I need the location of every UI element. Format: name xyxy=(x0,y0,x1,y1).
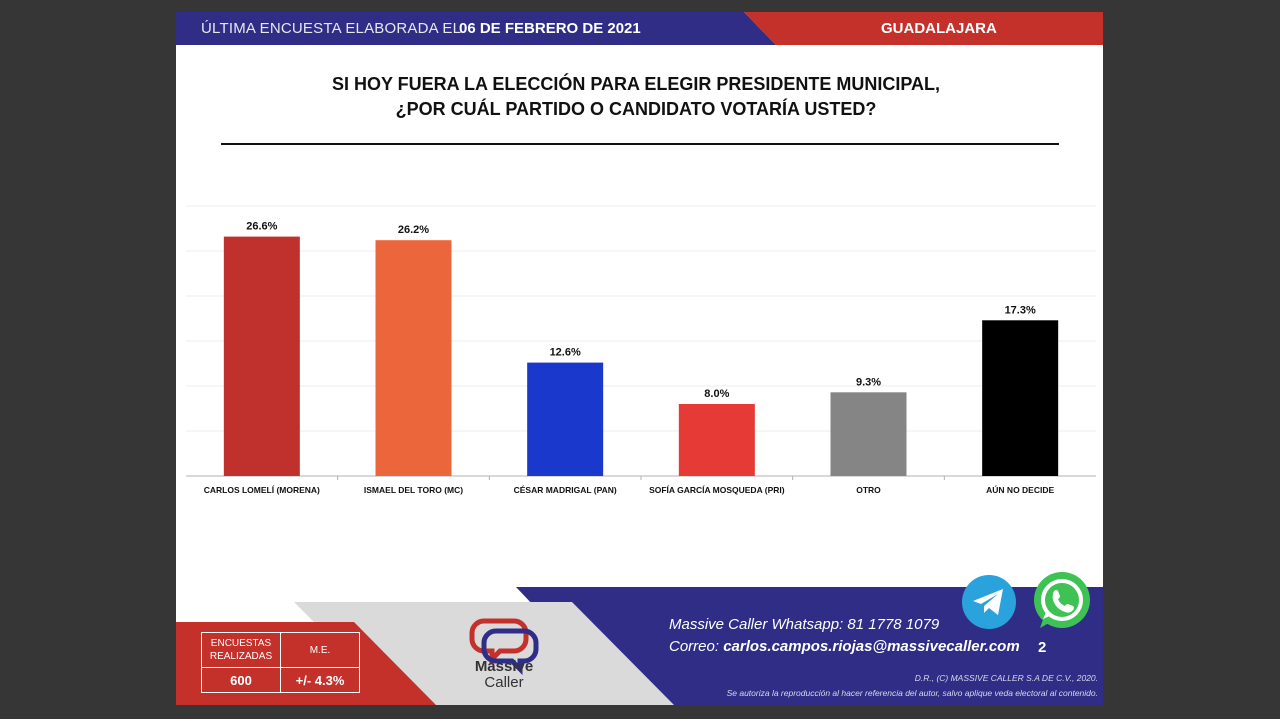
page-number: 2 xyxy=(1038,639,1047,656)
email-label: Correo: xyxy=(669,638,720,655)
whatsapp-label: Massive Caller Whatsapp: xyxy=(669,616,844,633)
bar-value-label: 8.0% xyxy=(704,388,729,400)
category-label: CARLOS LOMELÍ (MORENA) xyxy=(204,485,320,495)
copyright-notice: D.R., (C) MASSIVE CALLER S.A DE C.V., 20… xyxy=(914,673,1098,683)
chart-data-labels: 26.6% 26.2% 12.6% 8.0% 9.3% 17.3% xyxy=(246,221,1036,400)
bar xyxy=(527,362,604,476)
logo-wordmark-line2: Caller xyxy=(484,674,524,691)
massive-caller-logo-icon xyxy=(469,618,539,676)
poll-question: SI HOY FUERA LA ELECCIÓN PARA ELEGIR PRE… xyxy=(236,72,1036,122)
surveys-label: ENCUESTAS REALIZADAS xyxy=(201,632,281,668)
header-city: GUADALAJARA xyxy=(881,20,997,37)
header-date-prefix: ÚLTIMA ENCUESTA ELABORADA EL xyxy=(201,20,462,37)
logo-wordmark-line1: Massive xyxy=(474,658,534,675)
whatsapp-contact: Massive Caller Whatsapp: 81 1778 1079 xyxy=(669,616,939,633)
title-divider xyxy=(221,143,1059,145)
telegram-icon[interactable] xyxy=(961,574,1017,630)
category-label: SOFÍA GARCÍA MOSQUEDA (PRI) xyxy=(649,485,785,495)
bar xyxy=(982,320,1059,476)
question-line-2: ¿POR CUÁL PARTIDO O CANDIDATO VOTARÍA US… xyxy=(395,99,877,119)
chart-bars xyxy=(223,236,1059,476)
header-bar: ÚLTIMA ENCUESTA ELABORADA EL 06 DE FEBRE… xyxy=(176,12,1103,45)
category-label: ISMAEL DEL TORO (MC) xyxy=(364,485,463,495)
survey-stats-table: ENCUESTAS REALIZADAS M.E. 600 +/- 4.3% xyxy=(201,632,360,693)
bar xyxy=(223,236,300,476)
email-contact: Correo: carlos.campos.riojas@massivecall… xyxy=(669,638,1020,655)
header-date: 06 DE FEBRERO DE 2021 xyxy=(459,20,641,37)
email-address[interactable]: carlos.campos.riojas@massivecaller.com xyxy=(723,638,1020,655)
whatsapp-number: 81 1778 1079 xyxy=(847,616,940,633)
bar-value-label: 26.2% xyxy=(398,224,429,236)
bar-value-label: 26.6% xyxy=(246,221,277,233)
poll-slide: ÚLTIMA ENCUESTA ELABORADA EL 06 DE FEBRE… xyxy=(176,12,1103,705)
bar-chart: 26.6% 26.2% 12.6% 8.0% 9.3% 17.3% CARLOS LOME… xyxy=(186,205,1096,495)
margin-label: M.E. xyxy=(280,632,360,668)
bar-value-label: 9.3% xyxy=(856,376,881,388)
surveys-value: 600 xyxy=(201,667,281,693)
whatsapp-icon[interactable] xyxy=(1030,570,1094,634)
reproduction-disclaimer: Se autoriza la reproducción al hacer ref… xyxy=(726,688,1098,698)
header-right-band xyxy=(744,12,1103,45)
bar xyxy=(375,240,452,476)
bar xyxy=(830,392,907,476)
category-label: AÚN NO DECIDE xyxy=(986,484,1054,495)
bar-value-label: 12.6% xyxy=(550,347,581,359)
chart-gridlines xyxy=(186,205,1096,480)
header-left-band xyxy=(176,12,776,45)
question-line-1: SI HOY FUERA LA ELECCIÓN PARA ELEGIR PRE… xyxy=(331,74,941,94)
category-label: OTRO xyxy=(856,485,881,495)
bar xyxy=(678,404,755,476)
chart-category-labels: CARLOS LOMELÍ (MORENA) ISMAEL DEL TORO (M… xyxy=(204,484,1055,495)
category-label: CÉSAR MADRIGAL (PAN) xyxy=(514,485,617,495)
margin-value: +/- 4.3% xyxy=(280,667,360,693)
bar-value-label: 17.3% xyxy=(1005,304,1036,316)
